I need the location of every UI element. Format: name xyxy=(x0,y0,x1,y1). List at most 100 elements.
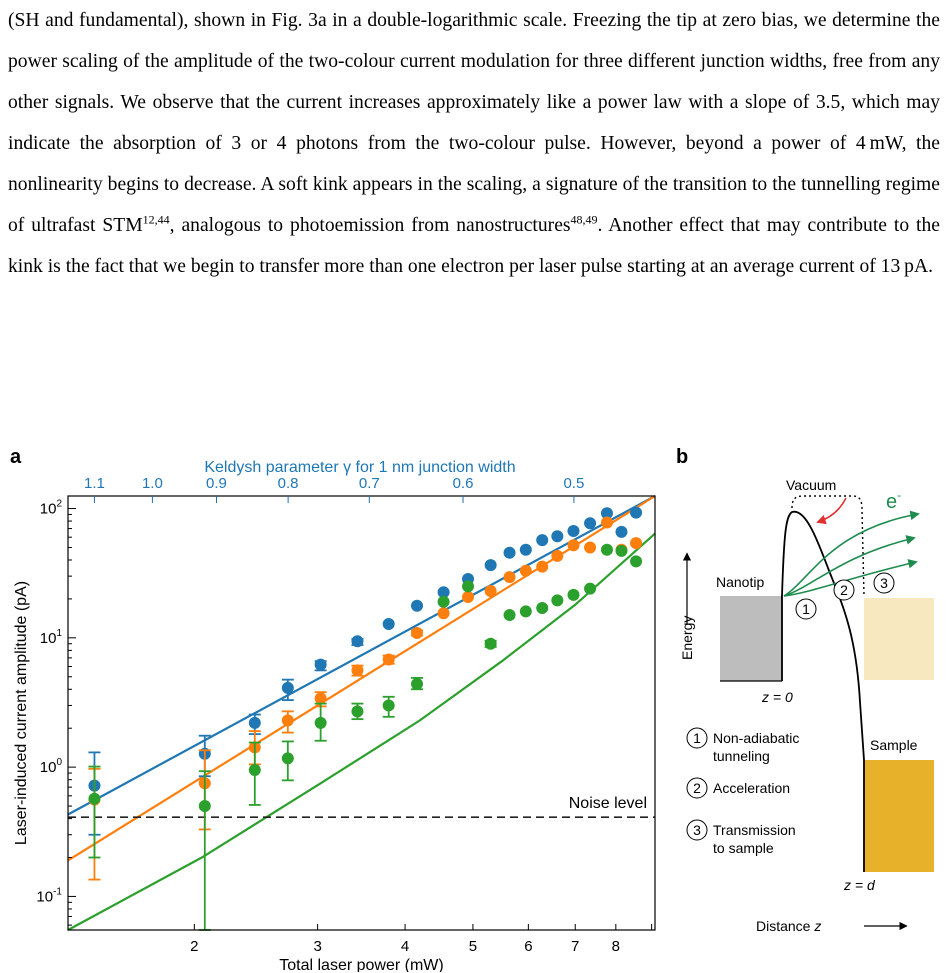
data-point-series-2 xyxy=(551,549,564,562)
top-tick-label: 0.9 xyxy=(206,475,227,492)
data-point-series-2 xyxy=(584,541,597,554)
legend-step-3: 3 Transmission to sample xyxy=(686,819,796,856)
reference-2: 48,49 xyxy=(570,212,598,227)
z-zero-label: z = 0 xyxy=(761,689,793,705)
y-tick-label: 100 xyxy=(40,757,63,776)
legend-step-1: 1 Non-adiabatic tunneling xyxy=(686,727,799,764)
data-point-series-1 xyxy=(536,534,549,547)
y-tick-label: 101 xyxy=(40,628,63,647)
data-point-series-1 xyxy=(248,716,261,729)
energy-label: Energy xyxy=(680,616,695,660)
data-point-series-3 xyxy=(382,699,395,712)
top-tick-label: 0.7 xyxy=(359,475,380,492)
svg-text:1: 1 xyxy=(693,730,701,746)
data-point-series-2 xyxy=(462,590,475,603)
noise-level-label: Noise level xyxy=(569,795,647,812)
data-point-series-3 xyxy=(411,677,424,690)
data-point-series-3 xyxy=(551,594,564,607)
distance-label: Distance z xyxy=(756,918,821,934)
top-tick-label: 1.0 xyxy=(142,475,163,492)
electron-trajectory-2 xyxy=(783,535,916,597)
top-axis-label: Keldysh parameter γ for 1 nm junction wi… xyxy=(204,459,515,476)
top-tick-label: 0.8 xyxy=(278,475,299,492)
reference-1: 12,44 xyxy=(142,212,170,227)
svg-text:Transmission: Transmission xyxy=(713,822,796,838)
data-point-series-3 xyxy=(88,792,101,805)
x-tick-label: 3 xyxy=(313,938,321,955)
step-marker-3: 3 xyxy=(873,572,895,594)
tunneling-diagram: Energy Nanotip Sample Vacuum e- 1 2 3 z … xyxy=(680,477,934,934)
data-point-series-1 xyxy=(551,530,564,543)
x-tick-label: 5 xyxy=(469,938,477,955)
barrier-lowering-arrow xyxy=(816,497,847,525)
top-tick-label: 0.6 xyxy=(453,475,474,492)
electron-trajectory-1 xyxy=(783,559,918,597)
sample-label: Sample xyxy=(870,737,918,753)
data-point-series-3 xyxy=(351,705,364,718)
data-point-series-2 xyxy=(503,571,516,584)
y-tick-label: 10-1 xyxy=(36,886,62,905)
paragraph-text-2: , analogous to photoemission from nanost… xyxy=(169,215,571,236)
data-point-series-3 xyxy=(567,588,580,601)
step-marker-1: 1 xyxy=(795,598,817,620)
data-point-series-3 xyxy=(314,716,327,729)
data-point-series-3 xyxy=(437,595,450,608)
legend-step-2: 2 Acceleration xyxy=(686,777,790,799)
data-point-series-3 xyxy=(630,555,643,568)
y-tick-label: 102 xyxy=(40,499,63,518)
vacuum-level-dotted xyxy=(791,495,865,597)
data-point-series-3 xyxy=(198,800,211,813)
data-point-series-2 xyxy=(437,607,450,620)
nanotip-label: Nanotip xyxy=(716,574,764,590)
x-tick-label: 4 xyxy=(401,938,409,955)
data-point-series-3 xyxy=(503,609,516,622)
x-axis-label: Total laser power (mW) xyxy=(279,957,443,972)
y-axis-label: Laser-induced current amplitude (pA) xyxy=(13,581,30,845)
x-tick-label: 6 xyxy=(524,938,532,955)
electron-trajectory-3 xyxy=(783,510,920,597)
z-d-label: z = d xyxy=(843,877,876,893)
x-tick-label: 8 xyxy=(612,938,620,955)
data-point-series-2 xyxy=(351,664,364,677)
svg-text:tunneling: tunneling xyxy=(713,748,770,764)
data-point-series-2 xyxy=(281,714,294,727)
paragraph-text-1: (SH and fundamental), shown in Fig. 3a i… xyxy=(8,10,940,236)
svg-text:Acceleration: Acceleration xyxy=(713,780,790,796)
data-point-series-2 xyxy=(630,537,643,550)
data-point-series-1 xyxy=(411,599,424,612)
electron-label: e- xyxy=(886,488,901,513)
data-point-series-1 xyxy=(382,617,395,630)
data-point-series-1 xyxy=(437,586,450,599)
x-tick-label: 2 xyxy=(190,938,198,955)
potential-barrier-curve xyxy=(781,511,865,872)
nanotip-block xyxy=(720,596,782,681)
body-paragraph: (SH and fundamental), shown in Fig. 3a i… xyxy=(8,0,940,287)
data-point-series-2 xyxy=(411,626,424,639)
data-point-series-2 xyxy=(600,516,613,529)
svg-text:2: 2 xyxy=(693,780,701,796)
panel-label-b: b xyxy=(676,446,689,468)
data-point-series-2 xyxy=(484,585,497,598)
data-point-series-2 xyxy=(314,692,327,705)
fit-line-series-2 xyxy=(67,495,656,862)
power-scaling-chart: Noise level 2 3 4 5 6 7 8 Total laser power (mW… xyxy=(13,459,656,972)
sample-block xyxy=(864,760,934,872)
step-marker-2: 2 xyxy=(833,579,855,601)
x-tick-label: 7 xyxy=(571,938,579,955)
svg-text:Non-adiabatic: Non-adiabatic xyxy=(713,730,799,746)
svg-text:2: 2 xyxy=(840,582,848,598)
data-point-series-1 xyxy=(314,658,327,671)
data-point-series-3 xyxy=(519,605,532,618)
top-tick-label: 0.5 xyxy=(563,475,584,492)
data-point-series-3 xyxy=(536,602,549,615)
svg-text:3: 3 xyxy=(880,575,888,591)
data-point-series-3 xyxy=(248,764,261,777)
data-point-series-3 xyxy=(584,582,597,595)
svg-text:1: 1 xyxy=(802,601,810,617)
data-point-series-1 xyxy=(615,525,628,538)
fit-line-series-3 xyxy=(67,532,656,931)
data-point-series-3 xyxy=(484,637,497,650)
data-point-series-2 xyxy=(536,560,549,573)
data-point-series-3 xyxy=(615,544,628,557)
plot-frame xyxy=(67,495,656,931)
